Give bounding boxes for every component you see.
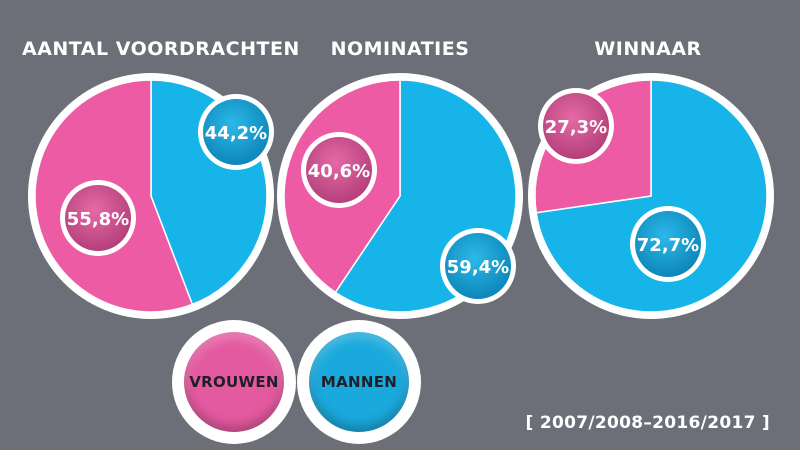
legend-mannen: MANNEN xyxy=(297,320,421,444)
legend-vrouwen: VROUWEN xyxy=(172,320,296,444)
data-label-mannen: 72,7% xyxy=(630,206,706,282)
data-label-vrouwen: 55,8% xyxy=(60,180,136,256)
data-label-mannen: 59,4% xyxy=(440,228,516,304)
data-label-disc xyxy=(203,99,269,165)
data-label-disc xyxy=(445,233,511,299)
legend-mannen-label: MANNEN xyxy=(320,373,398,391)
data-label-text: 27,3% xyxy=(545,117,607,138)
period-label: [ 2007/2008–2016/2017 ] xyxy=(525,413,770,433)
data-label-disc xyxy=(543,93,609,159)
legend-mannen-swatch: MANNEN xyxy=(309,332,409,432)
data-label-text: 72,7% xyxy=(637,235,699,256)
chart-title-winnaar: WINNAAR xyxy=(594,38,702,60)
data-label-text: 40,6% xyxy=(308,161,370,182)
data-label-text: 59,4% xyxy=(447,257,509,278)
data-label-vrouwen: 27,3% xyxy=(538,88,614,164)
legend-vrouwen-label: VROUWEN xyxy=(189,373,279,391)
pie-chart-1: 59,4% 40,6% xyxy=(277,73,523,319)
data-label-text: 44,2% xyxy=(205,123,267,144)
data-label-text: 55,8% xyxy=(67,209,129,230)
data-label-vrouwen: 40,6% xyxy=(301,132,377,208)
chart-title-voordrachten: AANTAL VOORDRACHTEN xyxy=(22,38,300,60)
legend-vrouwen-swatch: VROUWEN xyxy=(184,332,284,432)
data-label-disc xyxy=(635,211,701,277)
chart-title-nominaties: NOMINATIES xyxy=(330,38,470,60)
data-label-disc xyxy=(306,137,372,203)
pie-chart-0: 44,2% 55,8% xyxy=(28,73,274,319)
data-label-mannen: 44,2% xyxy=(198,94,274,170)
pie-chart-2: 72,7% 27,3% xyxy=(528,73,774,319)
data-label-disc xyxy=(65,185,131,251)
